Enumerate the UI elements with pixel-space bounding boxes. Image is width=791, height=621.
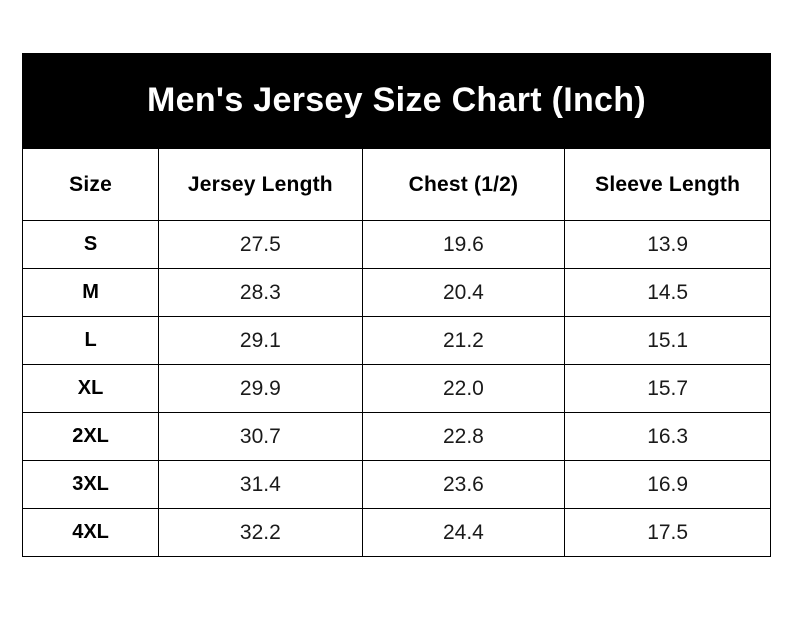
- size-chart: Men's Jersey Size Chart (Inch) Size Jerse…: [21, 53, 771, 557]
- measurement-value: 29.1: [158, 316, 363, 365]
- size-label: 2XL: [21, 412, 160, 461]
- size-label: XL: [21, 364, 160, 413]
- measurement-value: 29.9: [158, 364, 363, 413]
- measurement-value: 30.7: [158, 412, 363, 461]
- measurement-value: 19.6: [361, 220, 566, 269]
- measurement-value: 17.5: [564, 508, 771, 557]
- measurement-value: 13.9: [564, 220, 771, 269]
- measurement-value: 32.2: [158, 508, 363, 557]
- measurement-value: 14.5: [564, 268, 771, 317]
- size-label: M: [21, 268, 160, 317]
- table-row: 2XL 30.7 22.8 16.3: [21, 412, 771, 461]
- measurement-value: 15.7: [564, 364, 771, 413]
- chart-title-banner: Men's Jersey Size Chart (Inch): [22, 53, 771, 148]
- table-row: M 28.3 20.4 14.5: [21, 268, 771, 317]
- measurement-value: 16.9: [564, 460, 771, 509]
- table-row: XL 29.9 22.0 15.7: [21, 364, 771, 413]
- table-row: 3XL 31.4 23.6 16.9: [21, 460, 771, 509]
- measurement-value: 15.1: [564, 316, 771, 365]
- table-row: 4XL 32.2 24.4 17.5: [21, 508, 771, 557]
- measurement-value: 27.5: [158, 220, 363, 269]
- measurement-value: 16.3: [564, 412, 771, 461]
- measurement-value: 21.2: [361, 316, 566, 365]
- measurement-value: 31.4: [158, 460, 363, 509]
- measurement-value: 22.0: [361, 364, 566, 413]
- size-table: Size Jersey Length Chest (1/2) Sleeve Lengt…: [21, 148, 771, 557]
- column-header-sleeve-length: Sleeve Length: [564, 148, 771, 221]
- chart-title: Men's Jersey Size Chart (Inch): [147, 81, 646, 119]
- measurement-value: 23.6: [361, 460, 566, 509]
- table-header-row: Size Jersey Length Chest (1/2) Sleeve Lengt…: [21, 148, 771, 221]
- measurement-value: 28.3: [158, 268, 363, 317]
- measurement-value: 20.4: [361, 268, 566, 317]
- size-label: 4XL: [21, 508, 160, 557]
- measurement-value: 24.4: [361, 508, 566, 557]
- size-label: 3XL: [21, 460, 160, 509]
- column-header-chest-1-2: Chest (1/2): [361, 148, 566, 221]
- column-header-jersey-length: Jersey Length: [158, 148, 363, 221]
- table-row: L 29.1 21.2 15.1: [21, 316, 771, 365]
- table-row: S 27.5 19.6 13.9: [21, 220, 771, 269]
- measurement-value: 22.8: [361, 412, 566, 461]
- column-header-size: Size: [21, 148, 160, 221]
- size-label: L: [21, 316, 160, 365]
- size-label: S: [21, 220, 160, 269]
